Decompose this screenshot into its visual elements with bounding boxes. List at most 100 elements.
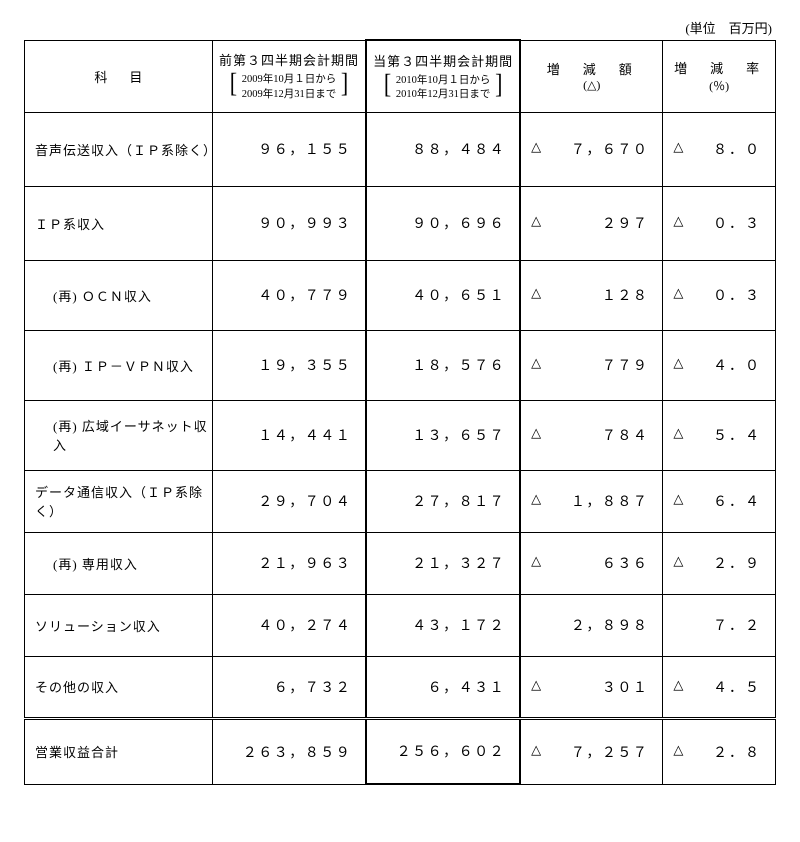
negative-triangle-icon: △ (531, 285, 541, 301)
current-value: １８，５７６ (366, 330, 520, 400)
table-row: (再) ＯＣＮ収入４０，７７９４０，６５１ △ １２８ △ ０．３ (25, 260, 776, 330)
prev-value: ９０，９９３ (212, 186, 366, 260)
current-value: ６，４３１ (366, 656, 520, 718)
row-label: その他の収入 (25, 656, 213, 718)
delta-amount: △ １２８ (520, 260, 663, 330)
negative-triangle-icon: △ (673, 285, 683, 301)
delta-amount-value: ３０１ (602, 677, 649, 697)
delta-amount-value: ２９７ (602, 213, 649, 233)
table-body: 音声伝送収入（ＩＰ系除く）９６，１５５８８，４８４ △ ７，６７０ △ ８．０ ＩＰ系収入… (25, 112, 776, 784)
prev-value: １９，３５５ (212, 330, 366, 400)
table-row: その他の収入６，７３２６，４３１△３０１△４．５ (25, 656, 776, 718)
negative-triangle-icon: △ (673, 139, 683, 155)
negative-triangle-icon: △ (673, 553, 683, 569)
table-row: ソリューション収入４０，２７４４３，１７２ ２，８９８ ７．２ (25, 594, 776, 656)
delta-rate: ７．２ (663, 594, 776, 656)
delta-rate: △ ４．０ (663, 330, 776, 400)
delta-amount-value: ６３６ (602, 553, 649, 573)
delta-rate-value: ４．０ (713, 355, 761, 375)
current-value: ２１，３２７ (366, 532, 520, 594)
negative-triangle-icon: △ (673, 491, 683, 507)
delta-rate: △ ０．３ (663, 260, 776, 330)
delta-amount-value: ２，８９８ (571, 615, 649, 635)
delta-rate-value: ０．３ (713, 285, 761, 305)
current-value: １３，６５７ (366, 400, 520, 470)
delta-amount-value: １，８８７ (571, 491, 649, 511)
table-row: (再) 広域イーサネット収入１４，４４１１３，６５７△７８４ △ ５．４ (25, 400, 776, 470)
row-label: ソリューション収入 (25, 594, 213, 656)
delta-amount: △ ７，６７０ (520, 112, 663, 186)
header-item: 科目 (25, 40, 213, 112)
delta-rate-value: ４．５ (713, 677, 761, 697)
prev-value: １４，４４１ (212, 400, 366, 470)
delta-rate: △ ２．９ (663, 532, 776, 594)
delta-amount: ２，８９８ (520, 594, 663, 656)
row-label: 営業収益合計 (25, 718, 213, 784)
row-label: (再) 専用収入 (25, 532, 213, 594)
delta-amount: △７８４ (520, 400, 663, 470)
prev-value: ４０，２７４ (212, 594, 366, 656)
delta-amount: △ ７７９ (520, 330, 663, 400)
delta-amount: △ １，８８７ (520, 470, 663, 532)
delta-amount: △ ６３６ (520, 532, 663, 594)
negative-triangle-icon: △ (673, 677, 683, 693)
negative-triangle-icon: △ (673, 355, 683, 371)
current-value: ４３，１７２ (366, 594, 520, 656)
row-label: (再) ＩＰ－ＶＰＮ収入 (25, 330, 213, 400)
header-delta-amount: 増 減 額 (△) (520, 40, 663, 112)
row-label: (再) ＯＣＮ収入 (25, 260, 213, 330)
table-row: (再) 専用収入２１，９６３２１，３２７△６３６△２．９ (25, 532, 776, 594)
table-row: 音声伝送収入（ＩＰ系除く）９６，１５５８８，４８４ △ ７，６７０ △ ８．０ (25, 112, 776, 186)
negative-triangle-icon: △ (531, 213, 541, 229)
table-row: 営業収益合計２６３，８５９２５６，６０２△７，２５７△２．８ (25, 718, 776, 784)
delta-rate: △０．３ (663, 186, 776, 260)
table-row: データ通信収入（ＩＰ系除く）２９，７０４２７，８１７ △ １，８８７ △ ６．４ (25, 470, 776, 532)
negative-triangle-icon: △ (531, 553, 541, 569)
row-label: ＩＰ系収入 (25, 186, 213, 260)
row-label: 音声伝送収入（ＩＰ系除く） (25, 112, 213, 186)
negative-triangle-icon: △ (673, 742, 683, 758)
negative-triangle-icon: △ (531, 742, 541, 758)
delta-rate: △ ５．４ (663, 400, 776, 470)
delta-amount-value: ７８４ (602, 425, 649, 445)
delta-rate: △２．８ (663, 718, 776, 784)
negative-triangle-icon: △ (531, 355, 541, 371)
header-delta-rate: 増 減 率 (％) (663, 40, 776, 112)
header-prev-period: 前第３四半期会計期間 2009年10月１日から 2009年12月31日まで (212, 40, 366, 112)
header-current-period: 当第３四半期会計期間 2010年10月１日から 2010年12月31日まで (366, 40, 520, 112)
prev-value: ２９，７０４ (212, 470, 366, 532)
current-value: ２５６，６０２ (366, 718, 520, 784)
delta-amount: △７，２５７ (520, 718, 663, 784)
unit-label: (単位 百万円) (24, 18, 776, 37)
delta-amount: △ ２９７ (520, 186, 663, 260)
delta-rate-value: ６．４ (713, 491, 761, 511)
delta-rate-value: ５．４ (713, 425, 761, 445)
delta-rate-value: ８．０ (713, 139, 761, 159)
negative-triangle-icon: △ (673, 425, 683, 441)
delta-amount-value: ７７９ (602, 355, 649, 375)
negative-triangle-icon: △ (673, 213, 683, 229)
revenue-table: 科目 前第３四半期会計期間 2009年10月１日から 2009年12月31日まで… (24, 39, 776, 785)
negative-triangle-icon: △ (531, 139, 541, 155)
negative-triangle-icon: △ (531, 677, 541, 693)
delta-rate: △ ８．０ (663, 112, 776, 186)
table-header-row: 科目 前第３四半期会計期間 2009年10月１日から 2009年12月31日まで… (25, 40, 776, 112)
current-value: ８８，４８４ (366, 112, 520, 186)
row-label: データ通信収入（ＩＰ系除く） (25, 470, 213, 532)
delta-amount-value: １２８ (602, 285, 649, 305)
delta-rate-value: ２．９ (713, 553, 761, 573)
current-value: ２７，８１７ (366, 470, 520, 532)
prev-value: ４０，７７９ (212, 260, 366, 330)
delta-rate: △ ４．５ (663, 656, 776, 718)
prev-value: ９６，１５５ (212, 112, 366, 186)
delta-amount-value: ７，６７０ (571, 139, 649, 159)
current-value: ９０，６９６ (366, 186, 520, 260)
delta-rate-value: ７．２ (713, 615, 761, 635)
negative-triangle-icon: △ (531, 491, 541, 507)
table-row: (再) ＩＰ－ＶＰＮ収入１９，３５５１８，５７６ △ ７７９ △ ４．０ (25, 330, 776, 400)
current-value: ４０，６５１ (366, 260, 520, 330)
delta-amount: △ ３０１ (520, 656, 663, 718)
delta-rate: △ ６．４ (663, 470, 776, 532)
prev-value: ２６３，８５９ (212, 718, 366, 784)
row-label: (再) 広域イーサネット収入 (25, 400, 213, 470)
